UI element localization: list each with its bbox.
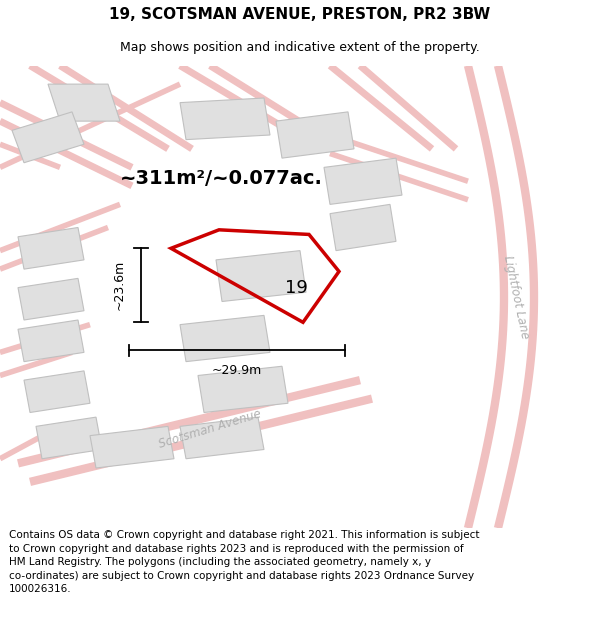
Polygon shape (36, 417, 102, 459)
Text: Map shows position and indicative extent of the property.: Map shows position and indicative extent… (120, 41, 480, 54)
Text: 19, SCOTSMAN AVENUE, PRESTON, PR2 3BW: 19, SCOTSMAN AVENUE, PRESTON, PR2 3BW (109, 7, 491, 22)
Text: 19: 19 (285, 279, 308, 297)
Polygon shape (180, 98, 270, 139)
Polygon shape (12, 112, 84, 162)
Polygon shape (216, 251, 306, 301)
Polygon shape (180, 316, 270, 362)
Text: Lightfoot Lane: Lightfoot Lane (501, 254, 531, 340)
Polygon shape (18, 278, 84, 320)
Text: Scotsman Avenue: Scotsman Avenue (157, 407, 263, 451)
Polygon shape (48, 84, 120, 121)
Text: ~311m²/~0.077ac.: ~311m²/~0.077ac. (120, 169, 323, 189)
Polygon shape (180, 417, 264, 459)
Polygon shape (18, 320, 84, 362)
Text: ~29.9m: ~29.9m (212, 364, 262, 377)
Text: Contains OS data © Crown copyright and database right 2021. This information is : Contains OS data © Crown copyright and d… (9, 530, 479, 594)
Polygon shape (324, 158, 402, 204)
Polygon shape (330, 204, 396, 251)
Polygon shape (18, 228, 84, 269)
Polygon shape (90, 426, 174, 468)
Polygon shape (24, 371, 90, 413)
Text: ~23.6m: ~23.6m (113, 260, 126, 311)
Polygon shape (276, 112, 354, 158)
Polygon shape (198, 366, 288, 413)
